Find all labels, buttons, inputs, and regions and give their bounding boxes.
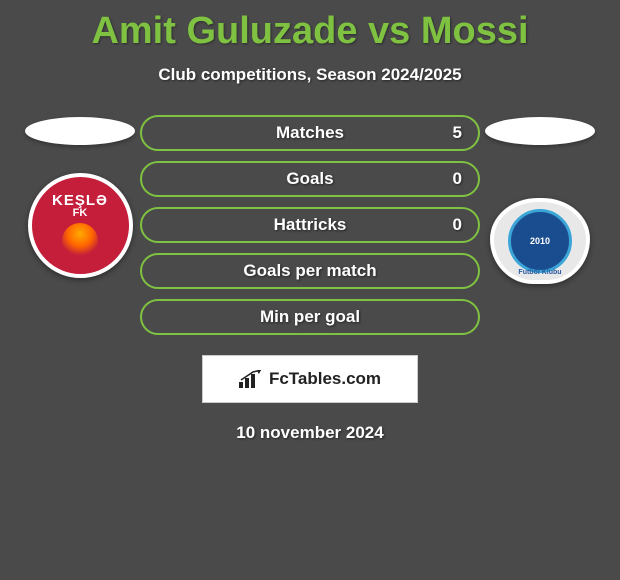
left-oval <box>25 117 135 145</box>
stat-row-gpm: Goals per match <box>140 253 480 289</box>
sumqayit-badge: 2010 Futbol Klubu <box>490 198 590 284</box>
date-text: 10 november 2024 <box>236 423 383 443</box>
stat-label: Matches <box>276 123 344 143</box>
stat-row-matches: Matches 5 <box>140 115 480 151</box>
sumqayit-inner-circle: 2010 <box>508 209 572 273</box>
page-title: Amit Guluzade vs Mossi <box>91 10 528 53</box>
stat-value-right: 0 <box>453 169 462 189</box>
kesla-flame-icon <box>62 223 98 259</box>
stat-label: Min per goal <box>260 307 360 327</box>
left-team-badge: KEŞLƏ FK <box>28 173 133 278</box>
kesla-sub: FK <box>73 207 88 219</box>
stat-label: Goals <box>286 169 333 189</box>
brand-text: FcTables.com <box>269 369 381 389</box>
bar-chart-icon <box>239 370 263 388</box>
stat-value-right: 0 <box>453 215 462 235</box>
kesla-badge: KEŞLƏ FK <box>28 173 133 278</box>
sumqayit-year: 2010 <box>528 236 552 246</box>
right-column: 2010 Futbol Klubu <box>480 115 600 443</box>
stats-area: KEŞLƏ FK Matches 5 Goals 0 Hattricks 0 G… <box>0 115 620 443</box>
left-column: KEŞLƏ FK <box>20 115 140 443</box>
right-team-badge: 2010 Futbol Klubu <box>490 173 590 284</box>
stat-row-goals: Goals 0 <box>140 161 480 197</box>
right-oval <box>485 117 595 145</box>
stat-row-hattricks: Hattricks 0 <box>140 207 480 243</box>
stat-row-mpg: Min per goal <box>140 299 480 335</box>
stat-label: Goals per match <box>243 261 376 281</box>
stat-label: Hattricks <box>274 215 347 235</box>
stat-value-right: 5 <box>453 123 462 143</box>
infographic-container: Amit Guluzade vs Mossi Club competitions… <box>0 0 620 443</box>
center-column: Matches 5 Goals 0 Hattricks 0 Goals per … <box>140 115 480 443</box>
brand-box: FcTables.com <box>202 355 418 403</box>
sumqayit-sub: Futbol Klubu <box>518 269 561 276</box>
subtitle: Club competitions, Season 2024/2025 <box>158 65 461 85</box>
